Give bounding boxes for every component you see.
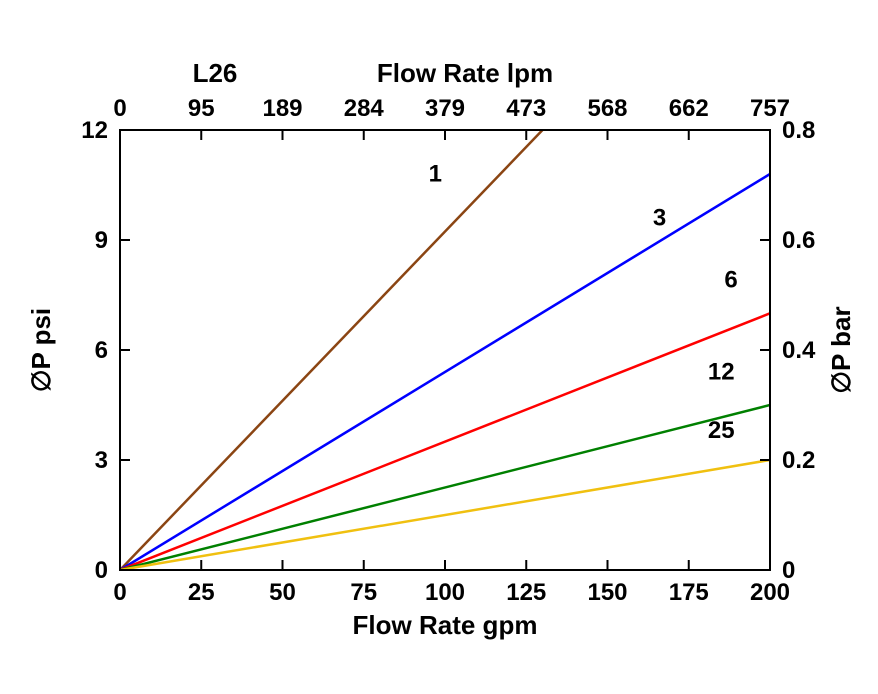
xb-tick-label: 175: [669, 579, 709, 606]
top-axis-title: Flow Rate lpm: [377, 58, 553, 88]
left-axis-title: ∅P psi: [26, 308, 56, 392]
xb-tick-label: 50: [269, 579, 296, 606]
series-label-6: 6: [724, 267, 737, 294]
series-label-1: 1: [429, 160, 442, 187]
xt-tick-label: 0: [113, 95, 126, 122]
xt-tick-label: 95: [188, 95, 215, 122]
xb-tick-label: 0: [113, 579, 126, 606]
yr-tick-label: 0.2: [782, 447, 815, 474]
xb-tick-label: 75: [350, 579, 377, 606]
yl-tick-label: 9: [95, 227, 108, 254]
line-chart: 0255075100125150175200095189284379473568…: [0, 0, 878, 694]
yr-tick-label: 0: [782, 557, 795, 584]
yr-tick-label: 0.4: [782, 337, 816, 364]
chart-container: 0255075100125150175200095189284379473568…: [0, 0, 878, 694]
yl-tick-label: 12: [81, 117, 108, 144]
series-label-3: 3: [653, 204, 666, 231]
xb-tick-label: 25: [188, 579, 215, 606]
yl-tick-label: 3: [95, 447, 108, 474]
xt-tick-label: 473: [506, 95, 546, 122]
model-label: L26: [193, 58, 238, 88]
xt-tick-label: 189: [262, 95, 302, 122]
series-label-12: 12: [708, 358, 735, 385]
xt-tick-label: 379: [425, 95, 465, 122]
xt-tick-label: 284: [344, 95, 385, 122]
right-axis-title: ∅P bar: [826, 306, 856, 393]
xt-tick-label: 662: [669, 95, 709, 122]
xb-tick-label: 100: [425, 579, 465, 606]
series-label-25: 25: [708, 417, 735, 444]
yr-tick-label: 0.8: [782, 117, 815, 144]
yl-tick-label: 6: [95, 337, 108, 364]
xb-tick-label: 125: [506, 579, 546, 606]
xt-tick-label: 568: [587, 95, 627, 122]
xb-tick-label: 150: [587, 579, 627, 606]
bottom-axis-title: Flow Rate gpm: [353, 610, 538, 640]
yl-tick-label: 0: [95, 557, 108, 584]
yr-tick-label: 0.6: [782, 227, 815, 254]
